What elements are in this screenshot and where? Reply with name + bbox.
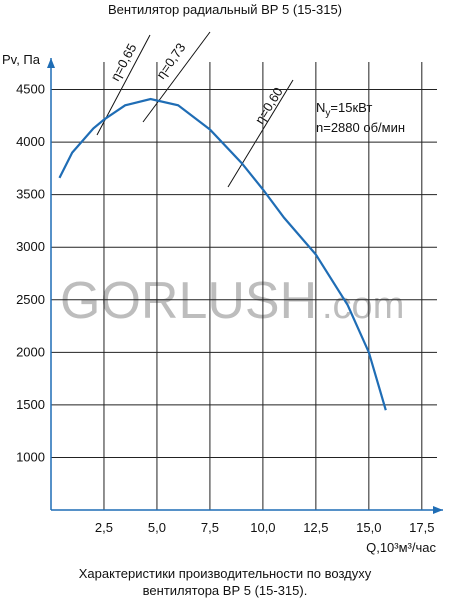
y-tick-label: 3000 bbox=[16, 239, 45, 254]
y-tick-label: 2500 bbox=[16, 292, 45, 307]
x-axis-label: Q,10³м³/час bbox=[366, 540, 436, 555]
watermark-suffix: .com bbox=[322, 285, 404, 327]
x-tick-label: 17,5 bbox=[409, 520, 434, 535]
caption: вентилятора ВР 5 (15-315). bbox=[143, 583, 308, 598]
y-axis-label: Pv, Па bbox=[2, 52, 41, 67]
y-tick-label: 3500 bbox=[16, 187, 45, 202]
speed-label: n=2880 об/мин bbox=[316, 120, 405, 135]
x-tick-label: 7,5 bbox=[201, 520, 219, 535]
caption: Характеристики производительности по воз… bbox=[79, 566, 372, 581]
y-tick-label: 4500 bbox=[16, 82, 45, 97]
y-tick-label: 2000 bbox=[16, 344, 45, 359]
chart-title: Вентилятор радиальный ВР 5 (15-315) bbox=[108, 2, 342, 17]
y-axis-arrow bbox=[47, 58, 55, 68]
efficiency-label: η=0,73 bbox=[153, 40, 188, 81]
y-tick-label: 4000 bbox=[16, 134, 45, 149]
x-tick-label: 2,5 bbox=[95, 520, 113, 535]
y-tick-label: 1500 bbox=[16, 397, 45, 412]
efficiency-line bbox=[142, 31, 211, 123]
efficiency-label: η=0,65 bbox=[107, 41, 139, 83]
watermark-main: GORLUSH bbox=[60, 272, 317, 330]
power-symbol: N bbox=[316, 100, 325, 115]
x-tick-label: 10,0 bbox=[250, 520, 275, 535]
x-tick-label: 5,0 bbox=[148, 520, 166, 535]
watermark: GORLUSH .com bbox=[60, 272, 404, 330]
x-tick-label: 15,0 bbox=[356, 520, 381, 535]
efficiency-line bbox=[227, 79, 294, 188]
x-axis-arrow bbox=[433, 506, 443, 514]
x-tick-label: 12,5 bbox=[303, 520, 328, 535]
fan-curve bbox=[58, 97, 387, 411]
y-tick-label: 1000 bbox=[16, 449, 45, 464]
power-text: =15кВт bbox=[330, 100, 372, 115]
power-label: Nу=15кВт bbox=[316, 100, 372, 119]
power-subscript: у bbox=[325, 108, 330, 119]
